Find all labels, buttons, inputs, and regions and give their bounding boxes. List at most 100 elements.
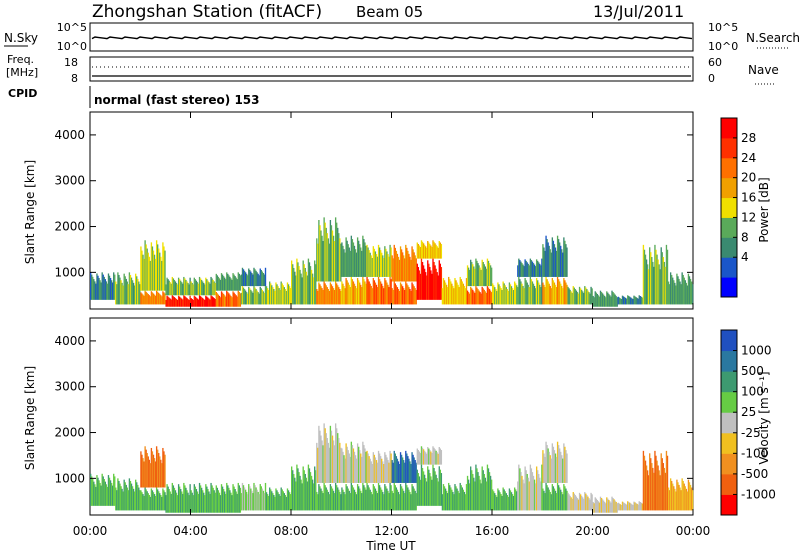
heatmap-cell (426, 247, 428, 259)
heatmap-cell (92, 479, 94, 506)
heatmap-cell (346, 280, 348, 305)
heatmap-cell (439, 242, 442, 259)
heatmap-cell (513, 487, 516, 511)
heatmap-cell (548, 283, 550, 305)
heatmap-cell (353, 451, 356, 483)
heatmap-cell (388, 287, 390, 305)
heatmap-cell (522, 479, 524, 511)
heatmap-cell (476, 260, 478, 287)
heatmap-cell (677, 276, 679, 305)
heatmap-cell (538, 262, 540, 277)
heatmap-cell (529, 464, 532, 511)
noise-sky-label: N.Sky (4, 31, 38, 45)
heatmap-cell (463, 491, 466, 511)
velocity-colorbar-swatch (721, 494, 737, 516)
heatmap-cell (580, 495, 583, 511)
heatmap-cell (255, 487, 257, 511)
heatmap-cell (388, 256, 390, 277)
heatmap-cell (352, 448, 355, 483)
heatmap-cell (406, 247, 408, 282)
heatmap-cell (235, 491, 237, 513)
heatmap-cell (352, 242, 355, 277)
heatmap-cell (340, 447, 342, 483)
heatmap-cell (549, 491, 551, 511)
heatmap-cell (101, 473, 103, 506)
heatmap-cell (221, 486, 224, 513)
heatmap-cell (266, 494, 269, 511)
heatmap-cell (342, 489, 344, 511)
heatmap-cell (578, 286, 581, 305)
heatmap-cell (388, 462, 390, 483)
heatmap-cell (553, 244, 556, 277)
heatmap-cell (416, 469, 418, 506)
heatmap-cell (485, 481, 488, 511)
heatmap-cell (340, 290, 342, 305)
heatmap-cell (277, 286, 279, 305)
heatmap-cell (498, 284, 500, 305)
heatmap-cell (618, 503, 621, 511)
heatmap-cell (527, 477, 529, 511)
velocity-colorbar-tick-label: 25 (741, 405, 756, 419)
heatmap-cell (580, 289, 583, 305)
heatmap-cell (219, 297, 222, 307)
heatmap-cell (236, 279, 238, 291)
heatmap-cell (421, 447, 424, 465)
heatmap-cell (440, 244, 443, 259)
heatmap-cell (400, 454, 403, 483)
heatmap-cell (464, 494, 467, 511)
heatmap-cell (623, 503, 626, 511)
heatmap-cell (429, 473, 431, 506)
heatmap-cell (605, 503, 607, 513)
heatmap-cell (264, 482, 267, 511)
heatmap-cell (425, 452, 427, 465)
heatmap-cell (609, 295, 611, 307)
heatmap-cell (141, 293, 143, 305)
heatmap-cell (298, 266, 300, 305)
heatmap-cell (196, 282, 199, 296)
heatmap-cell (431, 453, 433, 465)
heatmap-cell (495, 495, 497, 511)
heatmap-cell (570, 497, 572, 511)
heatmap-cell (106, 283, 109, 300)
heatmap-cell (367, 279, 369, 305)
heatmap-cell (381, 489, 383, 511)
heatmap-cell (470, 286, 472, 305)
heatmap-cell (322, 240, 324, 282)
heatmap-cell (425, 478, 427, 506)
heatmap-cell (270, 489, 272, 511)
heatmap-cell (371, 463, 373, 483)
heatmap-cell (680, 284, 682, 305)
heatmap-cell (150, 242, 153, 291)
heatmap-cell (354, 455, 357, 483)
heatmap-cell (366, 482, 368, 511)
heatmap-cell (449, 279, 451, 305)
heatmap-cell (118, 480, 120, 511)
heatmap-cell (411, 282, 413, 305)
heatmap-cell (533, 479, 536, 511)
heatmap-cell (191, 492, 193, 513)
heatmap-cell (212, 297, 214, 307)
heatmap-cell (596, 499, 599, 513)
heatmap-cell (379, 250, 382, 277)
heatmap-cell (159, 252, 161, 291)
heatmap-cell (588, 498, 590, 511)
heatmap-cell (328, 290, 331, 305)
heatmap-cell (345, 443, 347, 483)
heatmap-cell (408, 287, 410, 305)
heatmap-cell (432, 464, 434, 506)
heatmap-cell (376, 493, 379, 511)
heatmap-cell (410, 290, 412, 305)
heatmap-cell (120, 280, 122, 305)
heatmap-cell (358, 240, 360, 277)
heatmap-cell (318, 425, 320, 483)
heatmap-cell (364, 242, 366, 277)
heatmap-cell (224, 295, 226, 307)
heatmap-cell (381, 252, 383, 277)
heatmap-cell (91, 476, 93, 506)
heatmap-cell (471, 288, 473, 305)
heatmap-cell (524, 259, 526, 277)
heatmap-cell (327, 289, 329, 305)
heatmap-cell (396, 458, 399, 483)
heatmap-cell (525, 470, 527, 511)
heatmap-cell (397, 461, 400, 483)
